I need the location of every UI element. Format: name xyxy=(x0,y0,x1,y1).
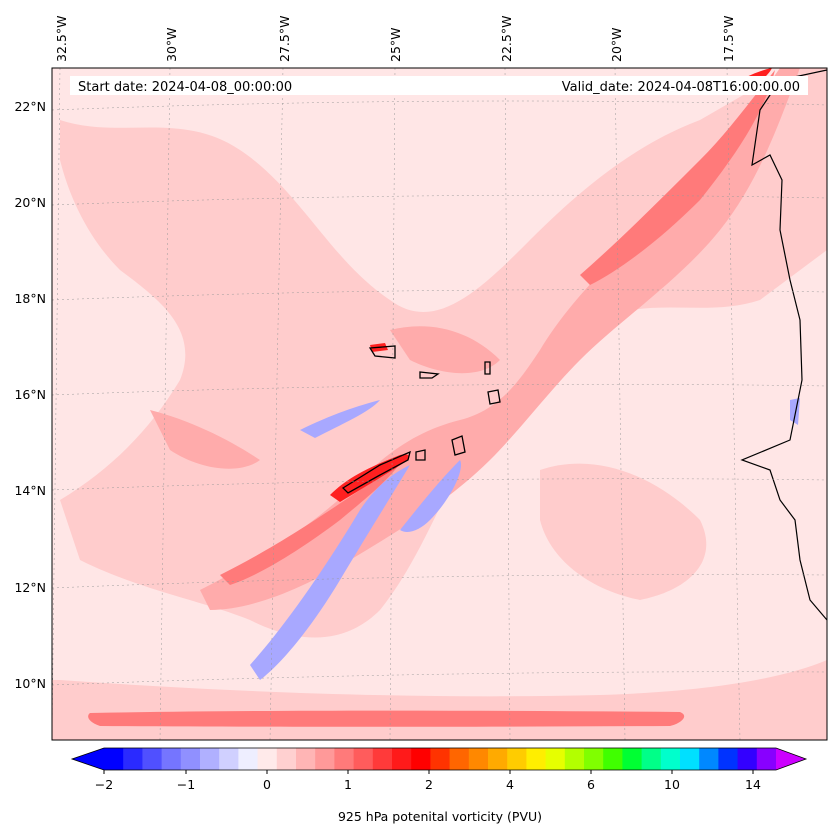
colorbar-tick-label: −1 xyxy=(177,777,195,792)
african-coastline xyxy=(740,69,827,621)
valid-date: Valid_date: 2024-04-08T16:00:00.00 xyxy=(562,80,800,95)
colorbar-cell xyxy=(756,748,777,770)
colorbar-cell xyxy=(718,748,739,770)
colorbar-cell xyxy=(257,748,278,770)
lat-label: 18°N xyxy=(14,291,46,306)
date-header-box xyxy=(70,76,808,95)
lon-label: 22.5°W xyxy=(499,16,514,62)
colorbar-cell xyxy=(296,748,316,770)
lon-label: 17.5°W xyxy=(721,16,736,62)
colorbar-cell xyxy=(449,748,470,770)
colorbar-ticks: −2 −1 0 1 2 4 6 10 14 xyxy=(95,770,761,792)
lat-label: 10°N xyxy=(14,676,46,691)
lon-label: 27.5°W xyxy=(277,16,292,62)
colorbar-cell xyxy=(564,748,585,770)
colorbar-cell xyxy=(641,748,662,770)
colorbar-cell xyxy=(584,748,604,770)
lat-label: 12°N xyxy=(14,580,46,595)
colorbar-cell xyxy=(180,748,201,770)
colorbar-over-arrow xyxy=(776,748,806,770)
colorbar-cell xyxy=(392,748,412,770)
colorbar-cell xyxy=(123,748,143,770)
colorbar: −2 −1 0 1 2 4 6 10 14 925 hPa potenital vorticit… xyxy=(70,747,808,824)
graticule xyxy=(52,68,827,740)
colorbar-cell xyxy=(699,748,719,770)
colorbar-cell xyxy=(219,748,239,770)
map-frame xyxy=(51,67,828,741)
pv-contours-negative xyxy=(250,398,800,680)
colorbar-cell xyxy=(142,748,163,770)
colorbar-cell xyxy=(411,748,431,770)
cape-verde-islands xyxy=(341,345,501,494)
colorbar-cell xyxy=(200,748,220,770)
colorbar-cell xyxy=(161,748,182,770)
colorbar-cell xyxy=(622,748,643,770)
colorbar-tick-label: 2 xyxy=(425,777,433,792)
longitude-labels: 32.5°W 30°W 27.5°W 25°W 22.5°W 20°W 17.5… xyxy=(54,16,736,62)
colorbar-cell xyxy=(353,748,374,770)
pv-field xyxy=(52,68,827,740)
pv-contours-medium xyxy=(150,68,800,610)
colorbar-cell xyxy=(372,748,393,770)
colorbar-cells xyxy=(104,748,777,770)
colorbar-cell xyxy=(315,748,335,770)
colorbar-cell xyxy=(430,748,451,770)
colorbar-tick-label: −2 xyxy=(95,777,113,792)
lon-label: 25°W xyxy=(388,27,403,62)
colorbar-tick-label: 14 xyxy=(745,777,761,792)
lon-label: 30°W xyxy=(164,27,179,62)
latitude-labels: 22°N 20°N 18°N 16°N 14°N 12°N 10°N xyxy=(14,99,46,691)
lat-label: 20°N xyxy=(14,195,46,210)
colorbar-tick-label: 6 xyxy=(587,777,595,792)
colorbar-cell xyxy=(737,748,758,770)
colorbar-cell xyxy=(276,748,297,770)
colorbar-cell xyxy=(507,748,527,770)
lat-label: 16°N xyxy=(14,387,46,402)
colorbar-cell xyxy=(334,748,355,770)
colorbar-tick-label: 10 xyxy=(664,777,680,792)
pv-contours-strong xyxy=(88,70,775,727)
lat-label: 14°N xyxy=(14,483,46,498)
colorbar-cell xyxy=(488,748,508,770)
lat-label: 22°N xyxy=(14,99,46,114)
colorbar-tick-label: 0 xyxy=(263,777,271,792)
lon-label: 20°W xyxy=(609,27,624,62)
start-date: Start date: 2024-04-08_00:00:00 xyxy=(78,80,292,95)
colorbar-cell xyxy=(660,748,681,770)
colorbar-cell xyxy=(545,748,566,770)
colorbar-cell xyxy=(526,748,547,770)
colorbar-under-arrow xyxy=(72,748,104,770)
colorbar-cell xyxy=(238,748,259,770)
colorbar-cell xyxy=(680,748,700,770)
colorbar-tick-label: 1 xyxy=(344,777,352,792)
colorbar-tick-label: 4 xyxy=(506,777,514,792)
colorbar-cell xyxy=(468,748,489,770)
colorbar-cell xyxy=(603,748,623,770)
colorbar-label: 925 hPa potenital vorticity (PVU) xyxy=(338,809,542,824)
lon-label: 32.5°W xyxy=(54,16,69,62)
colorbar-cell xyxy=(104,748,124,770)
